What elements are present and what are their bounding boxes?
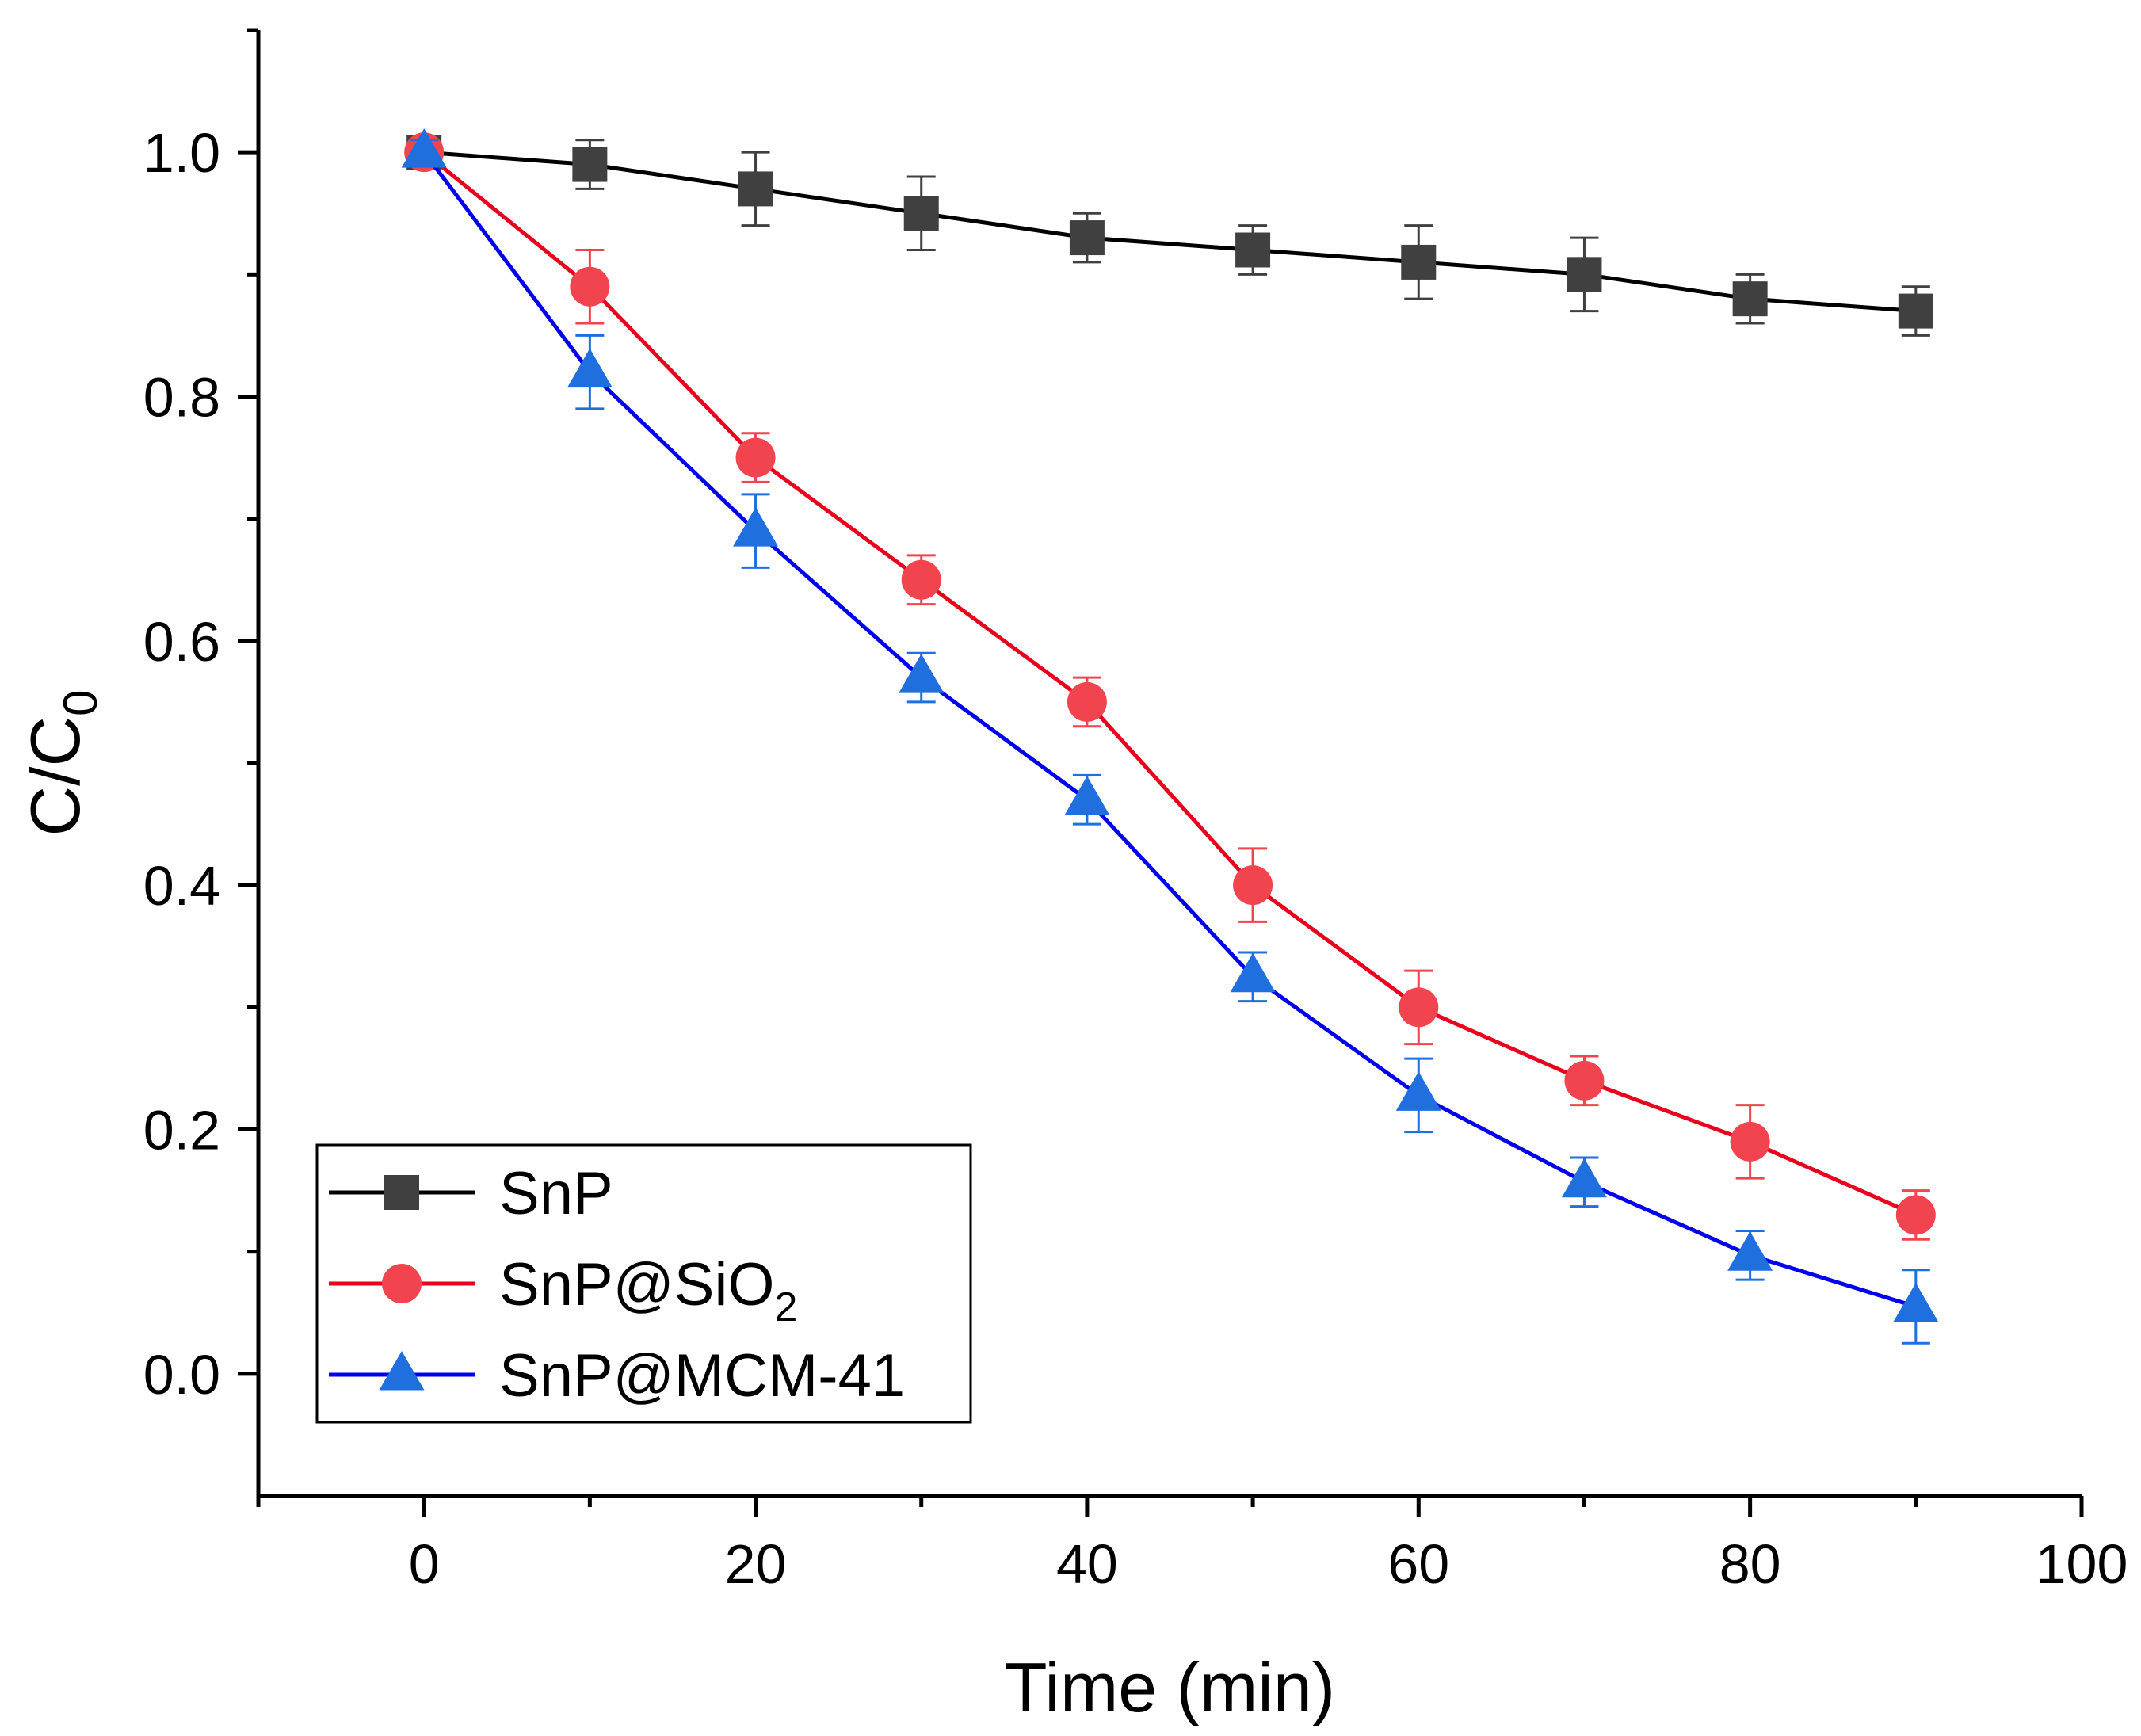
series-line: [422, 151, 1917, 1217]
data-point: [1561, 1158, 1607, 1198]
data-point: [1230, 952, 1276, 993]
data-point: [1732, 281, 1768, 317]
data-point: [735, 437, 776, 478]
y-axis-title-main: C/C: [16, 716, 94, 837]
y-axis-title-subscript: 0: [54, 690, 107, 716]
series-layer: [401, 128, 1939, 1345]
legend-item: SnP: [329, 1160, 613, 1227]
legend-marker: [384, 1175, 419, 1210]
x-tick-label: 20: [725, 1533, 787, 1595]
y-tick-label: 0.0: [143, 1344, 220, 1406]
data-point: [401, 128, 447, 168]
y-axis-title: C/C0: [16, 690, 107, 837]
x-tick-label: 100: [2036, 1533, 2128, 1595]
y-tick-label: 0.6: [143, 611, 220, 673]
y-tick-label: 0.4: [143, 855, 220, 917]
series-line: [422, 151, 1917, 1309]
data-point: [1233, 865, 1273, 906]
data-point: [901, 559, 941, 600]
legend-label-subscript: 2: [775, 1284, 798, 1330]
data-point: [570, 266, 610, 307]
data-point: [899, 654, 945, 693]
legend-marker: [382, 1264, 422, 1303]
data-point: [1727, 1231, 1773, 1271]
data-point: [733, 507, 779, 547]
legend-label: SnP: [499, 1160, 613, 1227]
data-point: [1067, 681, 1107, 722]
data-point: [1893, 1283, 1939, 1322]
data-point: [1564, 1060, 1605, 1101]
legend-label-main: SnP@MCM-41: [499, 1342, 905, 1410]
series-triangle: [401, 128, 1939, 1345]
y-tick-label: 0.2: [143, 1100, 220, 1162]
data-point: [1069, 220, 1105, 256]
data-point: [572, 147, 608, 182]
legend-label: SnP@MCM-41: [499, 1342, 905, 1410]
data-point: [903, 196, 939, 231]
y-tick-label: 1.0: [143, 122, 220, 184]
data-point: [567, 348, 613, 388]
x-tick-label: 40: [1056, 1533, 1118, 1595]
y-tick-label: 0.8: [143, 367, 220, 429]
legend-marker: [379, 1351, 425, 1391]
data-point: [1064, 776, 1110, 815]
series-line: [423, 150, 1917, 314]
data-point: [1567, 257, 1602, 292]
x-tick-label: 0: [409, 1533, 440, 1595]
data-point: [1730, 1121, 1770, 1162]
x-tick-label: 60: [1387, 1533, 1449, 1595]
legend-item: SnP@SiO2: [329, 1251, 797, 1330]
series-square: [406, 135, 1933, 337]
legend-item: SnP@MCM-41: [329, 1342, 905, 1410]
legend-label: SnP@SiO2: [499, 1251, 797, 1330]
legend: SnP SnP@SiO2 SnP@MCM-41: [315, 1143, 972, 1424]
data-point: [738, 171, 773, 207]
x-axis-title: Time (min): [1005, 1648, 1335, 1726]
series-circle: [404, 132, 1936, 1241]
data-point: [1898, 293, 1933, 329]
data-point: [1235, 232, 1271, 268]
data-point: [1395, 1071, 1441, 1111]
legend-label-main: SnP@SiO: [499, 1251, 775, 1318]
data-point: [1399, 987, 1439, 1028]
data-point: [1401, 244, 1437, 280]
x-tick-label: 80: [1719, 1533, 1781, 1595]
data-point: [1895, 1195, 1936, 1235]
legend-label-main: SnP: [499, 1160, 613, 1227]
